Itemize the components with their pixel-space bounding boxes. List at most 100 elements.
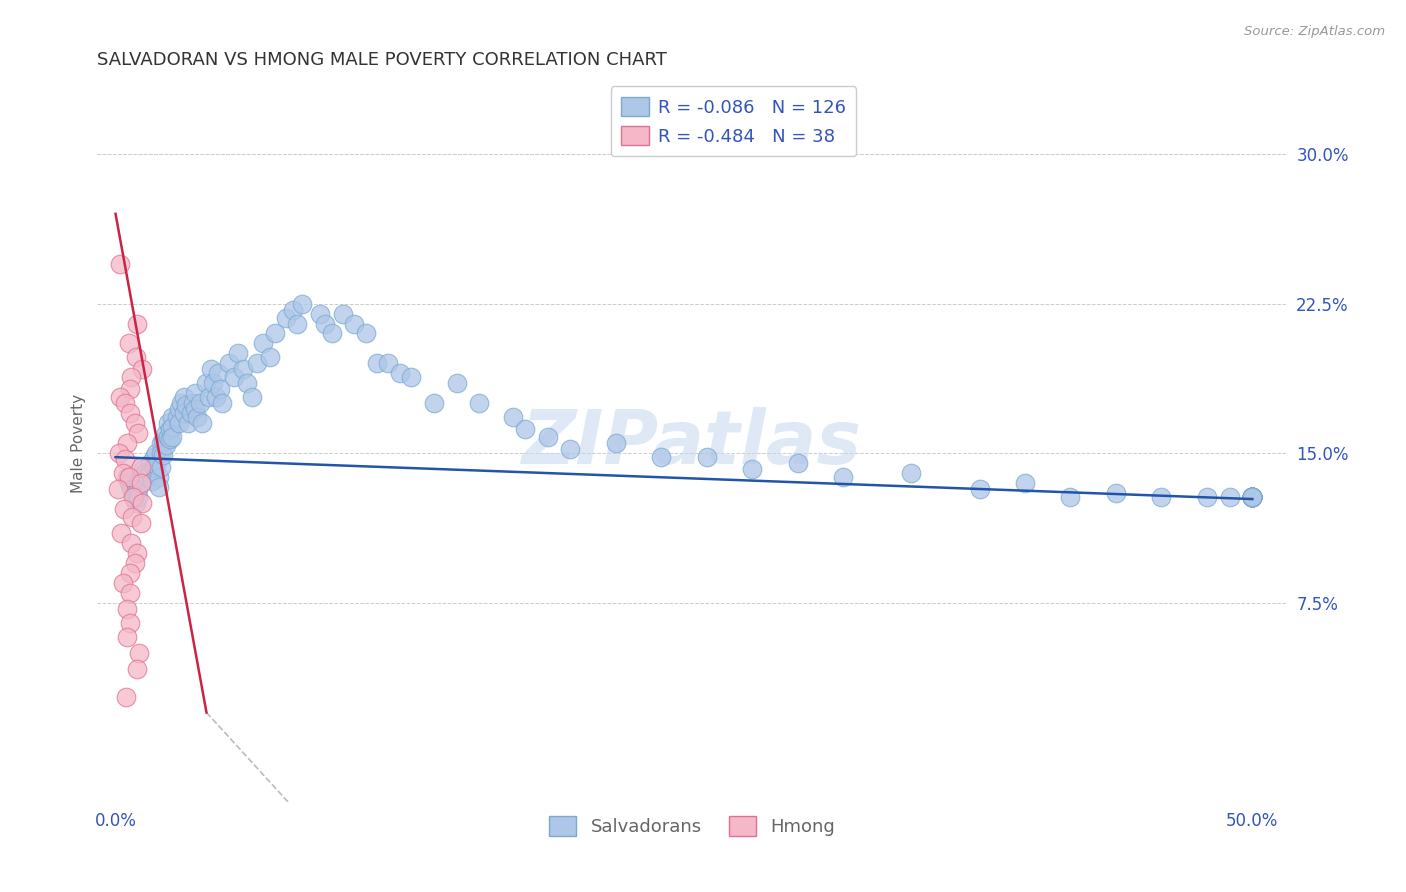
Point — [128, 646, 150, 660]
Point — [377, 356, 399, 370]
Point — [125, 662, 148, 676]
Point — [281, 302, 304, 317]
Text: Source: ZipAtlas.com: Source: ZipAtlas.com — [1244, 25, 1385, 38]
Point — [117, 436, 139, 450]
Point — [108, 257, 131, 271]
Point — [134, 466, 156, 480]
Point — [650, 450, 672, 465]
Point — [114, 690, 136, 704]
Point — [120, 536, 142, 550]
Point — [111, 575, 134, 590]
Point — [188, 396, 211, 410]
Point — [112, 466, 135, 480]
Point — [162, 420, 184, 434]
Point — [120, 482, 142, 496]
Text: SALVADORAN VS HMONG MALE POVERTY CORRELATION CHART: SALVADORAN VS HMONG MALE POVERTY CORRELA… — [97, 51, 668, 69]
Point — [152, 434, 174, 449]
Point — [143, 460, 166, 475]
Point — [1241, 490, 1264, 504]
Point — [120, 406, 142, 420]
Point — [150, 460, 173, 475]
Point — [127, 317, 149, 331]
Point — [145, 446, 167, 460]
Point — [252, 336, 274, 351]
Point — [204, 390, 226, 404]
Point — [152, 448, 174, 462]
Point — [502, 410, 524, 425]
Point — [167, 416, 190, 430]
Point — [181, 396, 204, 410]
Point — [1241, 490, 1264, 504]
Point — [536, 430, 558, 444]
Point — [1105, 486, 1128, 500]
Point — [115, 630, 138, 644]
Point — [159, 422, 181, 436]
Point — [1241, 490, 1264, 504]
Point — [184, 402, 207, 417]
Point — [138, 466, 160, 480]
Point — [197, 390, 219, 404]
Point — [1241, 490, 1264, 504]
Point — [1241, 490, 1264, 504]
Point — [125, 496, 148, 510]
Point — [309, 306, 332, 320]
Point — [127, 426, 149, 441]
Point — [195, 376, 218, 391]
Point — [209, 382, 232, 396]
Point — [125, 351, 148, 365]
Point — [207, 367, 229, 381]
Point — [118, 476, 141, 491]
Point — [1241, 490, 1264, 504]
Point — [184, 386, 207, 401]
Point — [159, 432, 181, 446]
Point — [136, 470, 159, 484]
Point — [162, 430, 184, 444]
Point — [108, 390, 131, 404]
Point — [1241, 490, 1264, 504]
Point — [180, 406, 202, 420]
Point — [1241, 490, 1264, 504]
Point — [1241, 490, 1264, 504]
Point — [321, 326, 343, 341]
Point — [263, 326, 285, 341]
Point — [388, 367, 411, 381]
Point — [170, 396, 193, 410]
Point — [741, 462, 763, 476]
Point — [314, 317, 336, 331]
Text: ZIPatlas: ZIPatlas — [522, 407, 862, 480]
Point — [900, 466, 922, 480]
Point — [186, 410, 208, 425]
Point — [145, 458, 167, 472]
Point — [236, 376, 259, 391]
Point — [138, 456, 160, 470]
Point — [1241, 490, 1264, 504]
Point — [200, 362, 222, 376]
Point — [122, 486, 145, 500]
Point — [245, 356, 267, 370]
Point — [287, 317, 309, 331]
Point — [132, 462, 155, 476]
Point — [121, 490, 143, 504]
Point — [114, 452, 136, 467]
Point — [120, 382, 142, 396]
Point — [240, 390, 263, 404]
Point — [211, 396, 233, 410]
Point — [110, 525, 132, 540]
Point — [605, 436, 627, 450]
Point — [122, 490, 145, 504]
Point — [173, 406, 195, 420]
Point — [1241, 490, 1264, 504]
Point — [129, 476, 152, 491]
Point — [107, 482, 129, 496]
Point — [1241, 490, 1264, 504]
Legend: Salvadorans, Hmong: Salvadorans, Hmong — [541, 809, 842, 844]
Point — [115, 601, 138, 615]
Point — [127, 474, 149, 488]
Point — [1059, 490, 1081, 504]
Point — [423, 396, 446, 410]
Point — [114, 396, 136, 410]
Point — [131, 362, 153, 376]
Point — [118, 470, 141, 484]
Point — [1195, 490, 1218, 504]
Point — [343, 317, 366, 331]
